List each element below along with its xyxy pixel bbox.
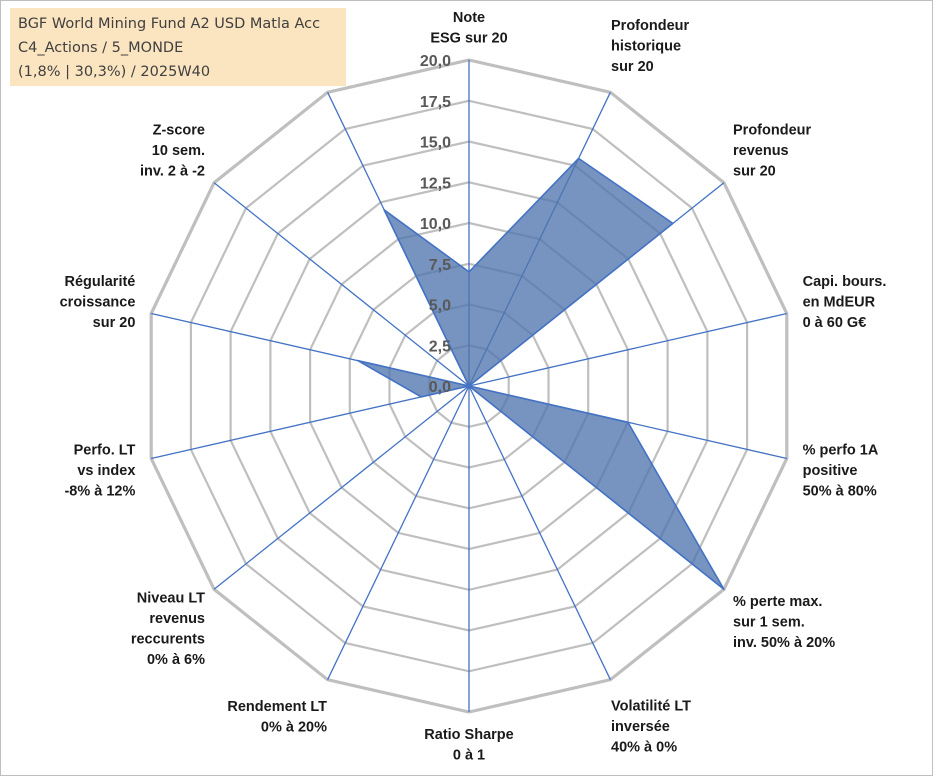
tick-label: 15,0	[420, 135, 451, 152]
axis-label: Rendement LT	[227, 699, 327, 715]
axis-label: revenus	[149, 611, 205, 627]
radar-series	[356, 157, 725, 591]
axis-label: inv. 2 à -2	[140, 164, 205, 180]
axis-spoke	[468, 385, 611, 680]
axis-spoke	[213, 385, 470, 590]
axis-label: 50% à 80%	[803, 483, 877, 499]
axis-spoke	[213, 182, 470, 387]
axis-label: -8% à 12%	[64, 483, 135, 499]
axis-spoke	[327, 385, 470, 680]
axis-label: inversée	[611, 719, 670, 735]
tick-label: 10,0	[420, 216, 451, 233]
tick-label: 2,5	[429, 338, 451, 355]
tick-label: 0,0	[429, 379, 451, 396]
axis-label: Capi. bours.	[803, 274, 887, 290]
axis-label: revenus	[733, 143, 789, 159]
axis-label: sur 20	[93, 315, 136, 331]
axis-label: 0% à 20%	[261, 719, 327, 735]
axis-label: vs index	[77, 463, 135, 479]
axis-label: sur 1 sem.	[733, 614, 805, 630]
axis-label: Z-score	[153, 123, 205, 139]
axis-label: historique	[611, 38, 681, 54]
axis-label: 0% à 6%	[147, 652, 205, 668]
axis-label: Volatilité LT	[611, 699, 691, 715]
axis-label: Note	[453, 10, 485, 26]
axis-spoke	[468, 312, 787, 387]
fund-name: BGF World Mining Fund A2 USD Matla Acc	[18, 16, 321, 32]
tick-label: 7,5	[429, 257, 451, 274]
axis-label: sur 20	[611, 59, 654, 75]
axis-label: 10 sem.	[152, 143, 205, 159]
axis-label: Niveau LT	[137, 591, 205, 607]
axis-label: en MdEUR	[803, 295, 876, 311]
axis-label: Profondeur	[611, 18, 689, 34]
axis-label: sur 20	[733, 164, 776, 180]
axis-label: Régularité	[64, 274, 135, 290]
axis-label: reccurents	[131, 632, 205, 648]
radar-tick-labels: 0,0 2,5 5,0 7,5 10,0 12,5 15,0 17,5 20,0	[420, 53, 451, 396]
tick-label: 17,5	[420, 94, 451, 111]
axis-label: ESG sur 20	[430, 31, 507, 47]
chart-title-box: BGF World Mining Fund A2 USD Matla Acc C…	[10, 8, 346, 86]
axis-label: 40% à 0%	[611, 740, 677, 756]
tick-label: 12,5	[420, 175, 451, 192]
fund-stats: (1,8% | 30,3%) / 2025W40	[18, 64, 211, 80]
axis-label: Perfo. LT	[74, 442, 136, 458]
axis-label: positive	[803, 463, 858, 479]
axis-label: Ratio Sharpe	[424, 727, 513, 743]
axis-label: croissance	[60, 295, 136, 311]
axis-label: Profondeur	[733, 123, 811, 139]
axis-label: inv. 50% à 20%	[733, 635, 835, 651]
fund-category: C4_Actions / 5_MONDE	[18, 40, 184, 56]
axis-label: % perte max.	[733, 594, 822, 610]
tick-label: 5,0	[429, 298, 451, 315]
axis-spoke	[151, 385, 470, 460]
axis-label: 0 à 1	[453, 748, 485, 764]
series-area	[356, 157, 725, 591]
axis-label: 0 à 60 G€	[803, 315, 867, 331]
axis-label: % perfo 1A	[803, 442, 879, 458]
tick-label: 20,0	[420, 53, 451, 70]
